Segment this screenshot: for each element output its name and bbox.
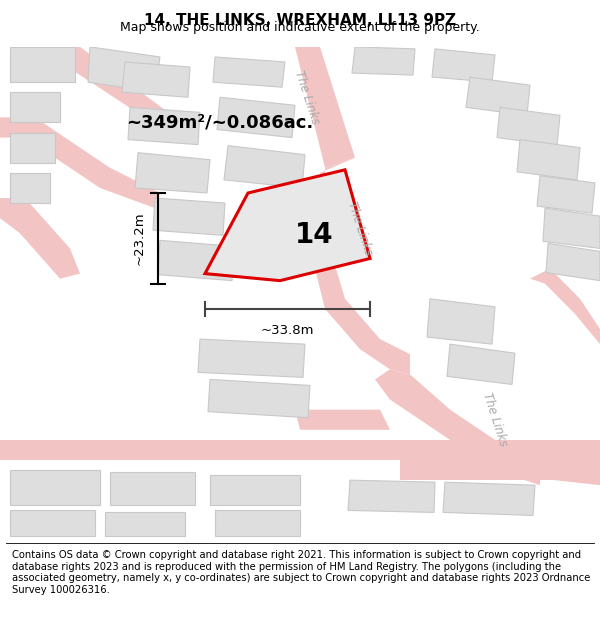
Polygon shape <box>213 57 285 87</box>
Polygon shape <box>497 107 560 146</box>
Polygon shape <box>443 482 535 516</box>
Polygon shape <box>400 460 600 480</box>
Polygon shape <box>0 198 80 279</box>
Polygon shape <box>153 198 225 235</box>
Polygon shape <box>427 299 495 344</box>
Text: 14, THE LINKS, WREXHAM, LL13 9PZ: 14, THE LINKS, WREXHAM, LL13 9PZ <box>144 13 456 28</box>
Polygon shape <box>224 146 305 188</box>
Text: The Links: The Links <box>292 69 322 126</box>
Text: 14: 14 <box>295 221 334 249</box>
Text: The Links: The Links <box>345 200 375 257</box>
Polygon shape <box>537 176 595 213</box>
Polygon shape <box>10 92 60 123</box>
Polygon shape <box>0 440 600 460</box>
Polygon shape <box>198 339 305 377</box>
Polygon shape <box>447 344 515 384</box>
Polygon shape <box>210 475 300 506</box>
Polygon shape <box>110 472 195 506</box>
Text: ~33.8m: ~33.8m <box>261 324 314 337</box>
Polygon shape <box>530 269 600 344</box>
Polygon shape <box>122 62 190 98</box>
Text: Map shows position and indicative extent of the property.: Map shows position and indicative extent… <box>120 21 480 34</box>
Polygon shape <box>466 77 530 116</box>
Polygon shape <box>450 440 600 485</box>
Polygon shape <box>205 170 370 281</box>
Polygon shape <box>10 470 100 506</box>
Polygon shape <box>128 107 200 144</box>
Polygon shape <box>10 132 55 162</box>
Polygon shape <box>105 512 185 536</box>
Polygon shape <box>10 511 95 536</box>
Polygon shape <box>55 47 175 128</box>
Polygon shape <box>295 409 390 430</box>
Polygon shape <box>517 139 580 180</box>
Text: ~23.2m: ~23.2m <box>133 211 146 265</box>
Polygon shape <box>217 98 295 138</box>
Polygon shape <box>88 47 160 92</box>
Polygon shape <box>295 47 355 168</box>
Polygon shape <box>10 173 50 203</box>
Polygon shape <box>543 208 600 248</box>
Polygon shape <box>348 480 435 512</box>
Polygon shape <box>135 152 210 193</box>
Polygon shape <box>352 47 415 75</box>
Polygon shape <box>375 369 540 485</box>
Polygon shape <box>432 49 495 82</box>
Polygon shape <box>310 158 410 374</box>
Polygon shape <box>10 47 75 82</box>
Text: ~349m²/~0.086ac.: ~349m²/~0.086ac. <box>127 114 314 131</box>
Polygon shape <box>215 511 300 536</box>
Polygon shape <box>0 118 160 208</box>
Polygon shape <box>546 243 600 281</box>
Polygon shape <box>158 241 235 281</box>
Polygon shape <box>208 379 310 418</box>
Text: Contains OS data © Crown copyright and database right 2021. This information is : Contains OS data © Crown copyright and d… <box>12 550 590 595</box>
Text: The Links: The Links <box>480 391 510 448</box>
